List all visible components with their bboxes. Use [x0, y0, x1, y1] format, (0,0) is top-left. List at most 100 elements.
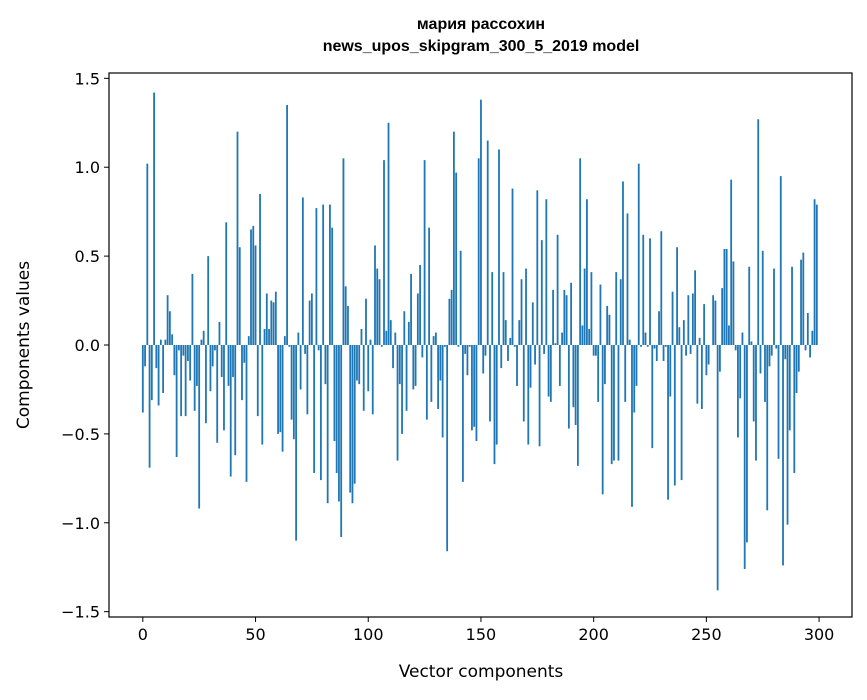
bar-41	[234, 345, 236, 455]
bar-58	[273, 302, 275, 345]
bar-243	[690, 345, 692, 354]
bar-134	[444, 345, 446, 347]
bar-148	[476, 345, 478, 441]
bar-120	[412, 345, 414, 389]
bar-239	[681, 345, 683, 480]
bar-98	[363, 345, 365, 411]
bar-279	[771, 345, 773, 356]
bar-180	[548, 345, 550, 397]
bar-142	[462, 345, 464, 482]
bar-225	[649, 238, 651, 345]
bar-95	[356, 345, 358, 381]
bar-138	[453, 132, 455, 345]
bar-178	[543, 345, 545, 354]
bar-113	[397, 345, 399, 461]
bar-119	[410, 274, 412, 345]
bar-139	[455, 173, 457, 345]
bar-56	[268, 329, 270, 345]
bar-27	[203, 331, 205, 345]
bar-84	[331, 228, 333, 345]
bar-280	[773, 269, 775, 345]
bar-97	[361, 329, 363, 345]
bar-73	[306, 345, 308, 414]
bar-150	[480, 100, 482, 345]
bar-175	[536, 190, 538, 345]
bar-232	[665, 345, 667, 347]
bars-group	[142, 93, 818, 591]
bar-91	[347, 306, 349, 345]
bar-271	[753, 345, 755, 421]
bar-285	[784, 345, 786, 359]
bar-238	[678, 327, 680, 345]
bar-167	[518, 320, 520, 345]
bar-192	[575, 345, 577, 425]
bar-15	[176, 345, 178, 457]
bar-283	[780, 176, 782, 345]
bar-112	[394, 333, 396, 345]
bar-125	[424, 160, 426, 345]
bar-129	[433, 336, 435, 345]
bar-277	[766, 345, 768, 510]
y-tick-label: −1.5	[61, 603, 100, 622]
y-axis-ticks: −1.5−1.0−0.50.00.51.01.5	[61, 69, 109, 621]
bar-3	[149, 345, 151, 468]
bar-79	[320, 345, 322, 480]
bar-101	[370, 340, 372, 345]
bar-198	[588, 329, 590, 345]
bar-200	[593, 345, 595, 356]
y-tick-label: −1.0	[61, 514, 100, 533]
bar-19	[185, 345, 187, 416]
bar-131	[437, 345, 439, 409]
bar-42	[237, 132, 239, 345]
bar-77	[315, 208, 317, 345]
bar-183	[554, 343, 556, 345]
bar-126	[426, 345, 428, 420]
bar-140	[458, 345, 460, 347]
bar-202	[597, 345, 599, 402]
bar-234	[669, 345, 671, 397]
bar-196	[584, 269, 586, 345]
bar-145	[469, 345, 471, 347]
bar-141	[460, 251, 462, 345]
x-tick-label: 50	[245, 625, 265, 644]
bar-128	[430, 345, 432, 402]
bar-35	[221, 345, 223, 377]
bar-261	[730, 180, 732, 345]
bar-4	[151, 345, 153, 400]
bar-133	[442, 345, 444, 437]
bar-240	[683, 320, 685, 345]
bar-215	[627, 213, 629, 345]
bar-260	[728, 325, 730, 345]
bar-272	[755, 345, 757, 461]
bar-74	[309, 301, 311, 345]
bar-214	[624, 345, 626, 402]
bar-115	[401, 345, 403, 434]
bar-71	[302, 197, 304, 345]
bar-92	[349, 345, 351, 493]
bar-262	[733, 261, 735, 345]
bar-12	[169, 311, 171, 345]
bar-2	[146, 164, 148, 345]
bar-276	[764, 345, 766, 402]
bar-227	[654, 345, 656, 349]
bar-60	[277, 345, 279, 434]
y-tick-label: 1.5	[75, 69, 100, 88]
bar-78	[318, 345, 320, 350]
bar-213	[622, 181, 624, 345]
bar-284	[782, 345, 784, 565]
bar-230	[660, 231, 662, 345]
bar-177	[541, 240, 543, 345]
bar-256	[719, 345, 721, 372]
bar-39	[230, 345, 232, 477]
bar-130	[435, 333, 437, 345]
bar-103	[374, 245, 376, 345]
bar-235	[672, 292, 674, 345]
bar-94	[354, 345, 356, 484]
bar-123	[419, 265, 421, 345]
bar-247	[699, 338, 701, 345]
bar-233	[667, 345, 669, 500]
bar-269	[748, 267, 750, 345]
bar-275	[762, 251, 764, 345]
bar-286	[787, 345, 789, 525]
